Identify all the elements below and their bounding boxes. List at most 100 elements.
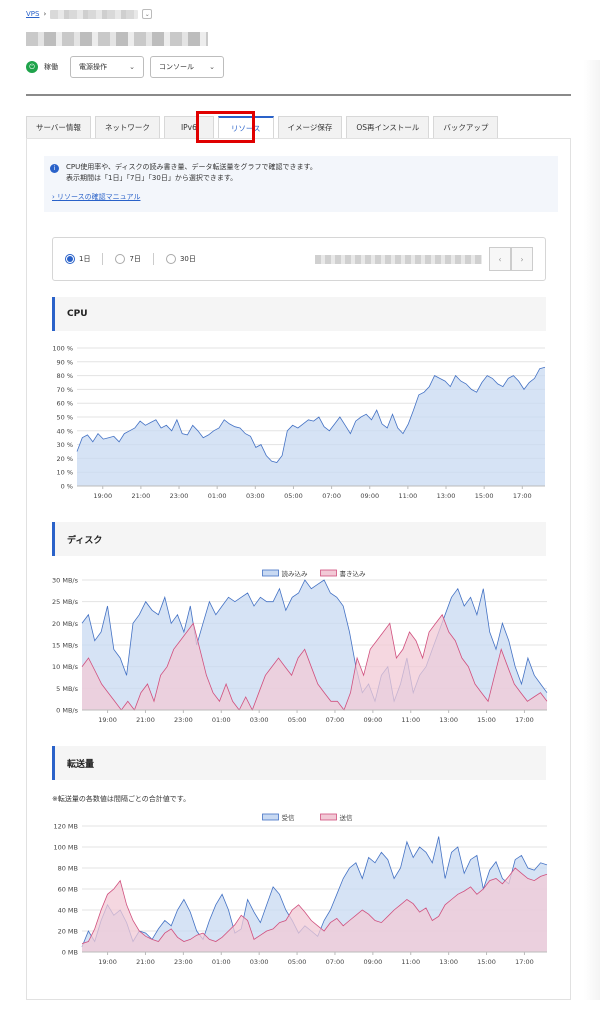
x-tick-label: 23:00 bbox=[174, 958, 193, 966]
server-toolbar: ⏻ 稼働 電源操作 ⌄ コンソール ⌄ bbox=[26, 56, 224, 78]
y-tick-label: 0 MB bbox=[62, 949, 78, 957]
disk-section-title: ディスク bbox=[52, 522, 546, 556]
x-tick-label: 01:00 bbox=[208, 492, 227, 500]
legend-swatch bbox=[262, 813, 279, 821]
power-status-icon: ⏻ bbox=[26, 61, 38, 73]
breadcrumb-separator-icon: › bbox=[43, 10, 47, 18]
tab-image-save[interactable]: イメージ保存 bbox=[277, 116, 343, 138]
x-tick-label: 01:00 bbox=[212, 716, 231, 724]
transfer-section-title: 転送量 bbox=[52, 746, 546, 780]
chevron-down-icon[interactable]: ⌄ bbox=[142, 9, 153, 19]
x-tick-label: 13:00 bbox=[439, 716, 458, 724]
active-tab-highlight bbox=[196, 111, 255, 143]
x-tick-label: 03:00 bbox=[250, 716, 269, 724]
legend-label: 送信 bbox=[340, 813, 354, 822]
chevron-down-icon: ⌄ bbox=[209, 63, 215, 71]
radio-7day-label: 7日 bbox=[129, 255, 141, 263]
transfer-chart: 0 MB 20 MB 40 MB 60 MB 80 MB 100 MB 120 MB 19:0… bbox=[53, 813, 548, 966]
radio-selected-icon bbox=[65, 254, 75, 264]
x-tick-label: 23:00 bbox=[170, 492, 189, 500]
x-tick-label: 05:00 bbox=[288, 716, 307, 724]
prev-period-button[interactable]: ‹ bbox=[489, 247, 511, 271]
x-tick-label: 15:00 bbox=[477, 958, 496, 966]
radio-7day[interactable]: 7日 bbox=[115, 254, 141, 264]
manual-link-label: リソースの確認マニュアル bbox=[57, 193, 141, 201]
tab-resource[interactable]: リソース bbox=[217, 116, 274, 138]
y-tick-label: 120 MB bbox=[53, 823, 78, 831]
radio-1day[interactable]: 1日 bbox=[65, 254, 90, 264]
x-tick-label: 15:00 bbox=[477, 716, 496, 724]
power-operation-label: 電源操作 bbox=[79, 63, 107, 71]
x-tick-label: 19:00 bbox=[93, 492, 112, 500]
x-tick-label: 05:00 bbox=[288, 958, 307, 966]
y-tick-label: 0 MB/s bbox=[56, 707, 78, 715]
y-tick-label: 100 % bbox=[52, 345, 73, 353]
x-tick-label: 01:00 bbox=[212, 958, 231, 966]
x-tick-label: 11:00 bbox=[399, 492, 418, 500]
x-tick-label: 09:00 bbox=[360, 492, 379, 500]
legend-swatch bbox=[320, 569, 337, 577]
redacted-date-range bbox=[315, 255, 482, 264]
x-tick-label: 15:00 bbox=[475, 492, 494, 500]
y-tick-label: 90 % bbox=[56, 358, 73, 366]
y-tick-label: 25 MB/s bbox=[52, 598, 79, 606]
x-tick-label: 07:00 bbox=[322, 492, 341, 500]
divider bbox=[102, 253, 104, 265]
y-tick-label: 70 % bbox=[56, 386, 73, 394]
tab-server-info[interactable]: サーバー情報 bbox=[26, 116, 91, 138]
series-line bbox=[76, 366, 546, 463]
y-tick-label: 50 % bbox=[56, 414, 73, 422]
y-tick-label: 60 MB bbox=[58, 886, 78, 894]
redacted-server-id bbox=[50, 9, 139, 19]
x-tick-label: 07:00 bbox=[326, 958, 345, 966]
x-tick-label: 17:00 bbox=[515, 958, 534, 966]
x-tick-label: 05:00 bbox=[284, 492, 303, 500]
power-operation-dropdown[interactable]: 電源操作 ⌄ bbox=[70, 56, 144, 78]
x-tick-label: 17:00 bbox=[515, 716, 534, 724]
manual-link[interactable]: › リソースの確認マニュアル bbox=[52, 193, 141, 201]
radio-unselected-icon bbox=[115, 254, 126, 264]
console-dropdown[interactable]: コンソール ⌄ bbox=[150, 56, 224, 78]
breadcrumb-vps-link[interactable]: VPS bbox=[26, 10, 40, 18]
x-tick-label: 19:00 bbox=[98, 716, 117, 724]
y-tick-label: 60 % bbox=[56, 400, 73, 408]
series-area bbox=[77, 367, 545, 486]
radio-1day-label: 1日 bbox=[79, 255, 91, 263]
series-line bbox=[81, 867, 548, 944]
y-tick-label: 0 % bbox=[61, 483, 73, 491]
range-selector: 1日 7日 30日 ‹ › bbox=[52, 237, 546, 281]
y-tick-label: 20 MB/s bbox=[52, 620, 79, 628]
x-tick-label: 13:00 bbox=[437, 492, 456, 500]
next-period-button[interactable]: › bbox=[511, 247, 533, 271]
breadcrumb: VPS › ⌄ bbox=[26, 9, 153, 19]
y-tick-label: 5 MB/s bbox=[56, 685, 78, 693]
y-tick-label: 30 MB/s bbox=[52, 577, 79, 585]
divider bbox=[26, 94, 571, 96]
page-edge-shadow bbox=[584, 60, 600, 1000]
y-tick-label: 10 % bbox=[56, 469, 73, 477]
console-label: コンソール bbox=[159, 63, 194, 71]
cpu-section-title: CPU bbox=[52, 297, 546, 331]
x-tick-label: 17:00 bbox=[513, 492, 532, 500]
legend-label: 受信 bbox=[282, 813, 296, 822]
x-tick-label: 11:00 bbox=[401, 716, 420, 724]
y-tick-label: 40 MB bbox=[58, 907, 78, 915]
x-tick-label: 11:00 bbox=[401, 958, 420, 966]
tab-os-reinstall[interactable]: OS再インストール bbox=[346, 116, 430, 138]
legend-swatch bbox=[320, 813, 337, 821]
tab-ipv6[interactable]: IPv6 bbox=[163, 116, 214, 138]
y-tick-label: 30 % bbox=[56, 441, 73, 449]
info-box: i CPU使用率や、ディスクの読み書き量、データ転送量をグラフで確認できます。 … bbox=[44, 156, 558, 212]
radio-30day[interactable]: 30日 bbox=[165, 254, 196, 264]
tab-bar: サーバー情報 ネットワーク IPv6 リソース イメージ保存 OS再インストール… bbox=[26, 116, 499, 138]
y-tick-label: 80 MB bbox=[58, 865, 78, 873]
x-tick-label: 09:00 bbox=[363, 716, 382, 724]
tab-backup[interactable]: バックアップ bbox=[433, 116, 499, 138]
x-tick-label: 03:00 bbox=[246, 492, 265, 500]
tab-network[interactable]: ネットワーク bbox=[94, 116, 160, 138]
x-tick-label: 21:00 bbox=[136, 958, 155, 966]
legend-label: 書き込み bbox=[340, 569, 367, 578]
x-tick-label: 21:00 bbox=[132, 492, 151, 500]
series-line bbox=[81, 613, 548, 711]
y-tick-label: 15 MB/s bbox=[52, 642, 79, 650]
